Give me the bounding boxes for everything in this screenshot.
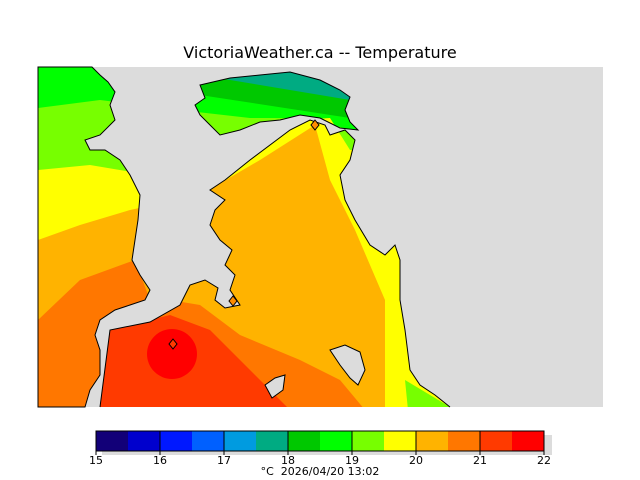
colorbar-segment [448,431,480,451]
station-marker[interactable] [168,338,178,350]
colorbar-tick-label: 20 [409,454,423,467]
colorbar [95,430,545,452]
station-marker[interactable] [228,295,238,307]
colorbar-segment [96,431,128,451]
unit-label: °C [260,465,274,478]
colorbar-segment [416,431,448,451]
colorbar-segment [352,431,384,451]
timestamp: 2026/04/20 13:02 [280,465,380,478]
colorbar-segment [480,431,512,451]
colorbar-tick-label: 21 [473,454,487,467]
colorbar-segment [512,431,544,451]
station-markers [168,119,320,350]
colorbar-tick-label: 22 [537,454,551,467]
colorbar-ticks: 15 16 17 18 19 20 21 22 [89,431,551,467]
colorbar-segment [320,431,352,451]
colorbar-segment [288,431,320,451]
colorbar-tick-label: 19 [345,454,359,467]
colorbar-tick-label: 17 [217,454,231,467]
colorbar-segment [384,431,416,451]
colorbar-tick-label: 16 [153,454,167,467]
colorbar-tick-label: 15 [89,454,103,467]
colorbar-tick-label: 18 [281,454,295,467]
colorbar-segment [128,431,160,451]
coastline [37,66,451,408]
colorbar-segment [192,431,224,451]
station-marker[interactable] [310,119,320,131]
colorbar-segment [256,431,288,451]
colorbar-segment [160,431,192,451]
colorbar-segment [224,431,256,451]
chart-title: VictoriaWeather.ca -- Temperature [183,43,457,62]
colorbar-caption: °C 2026/04/20 13:02 [0,465,640,478]
